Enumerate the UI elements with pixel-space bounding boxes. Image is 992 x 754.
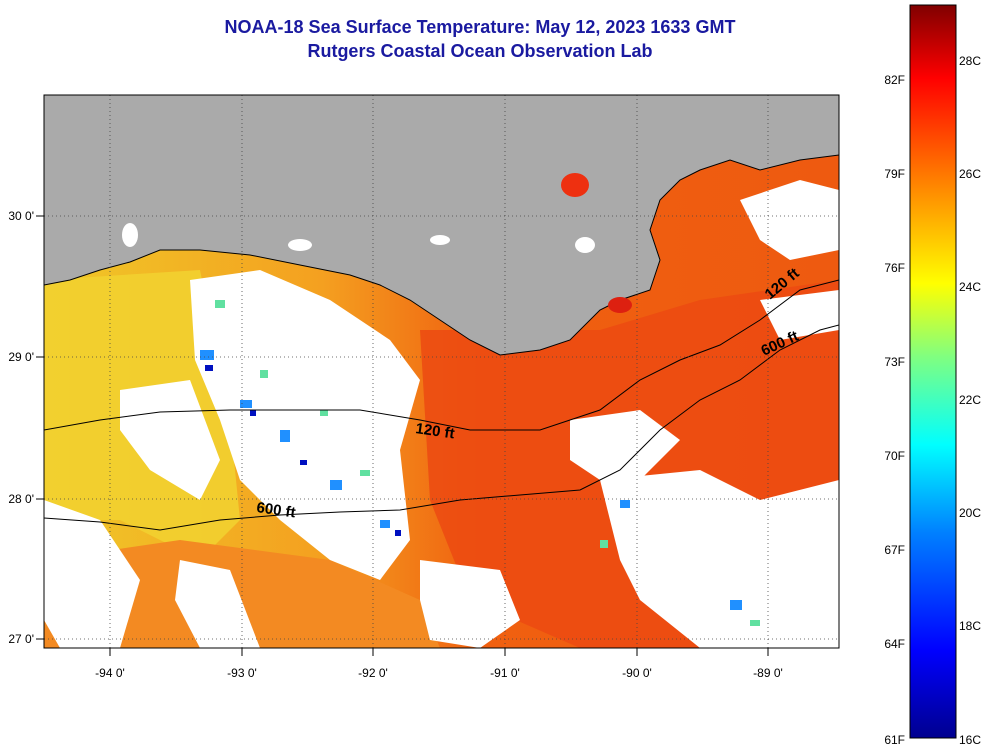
fahrenheit-label: 67F	[884, 543, 905, 557]
celsius-label: 24C	[959, 280, 981, 294]
very-cold-spots	[205, 365, 401, 536]
tick-marks	[36, 215, 769, 656]
cloud-patch	[44, 500, 140, 648]
map-frame	[43, 94, 840, 649]
warm-water-southwest	[44, 540, 440, 648]
cloud-patch	[600, 470, 839, 648]
color-scale: 82F 79F 76F 73F 70F 67F 64F 61F 28C 26C …	[884, 4, 981, 747]
fahrenheit-label: 79F	[884, 167, 905, 181]
cloud-patch	[420, 560, 520, 648]
lake	[122, 223, 138, 247]
celsius-label: 20C	[959, 506, 981, 520]
cloud-patch	[570, 410, 680, 480]
cloud-patch	[175, 560, 260, 648]
contour-120ft	[44, 279, 839, 431]
map-subtitle: Rutgers Coastal Ocean Observation Lab	[307, 41, 653, 61]
fahrenheit-label: 82F	[884, 73, 905, 87]
lake	[575, 237, 595, 253]
celsius-label: 22C	[959, 393, 981, 407]
y-tick-label: 28 0'	[8, 492, 34, 506]
y-tick-label: 27 0'	[8, 632, 34, 646]
cloud-patch	[740, 180, 839, 260]
contour-label: 120 ft	[414, 420, 455, 442]
x-tick-label: -89 0'	[753, 666, 783, 680]
fahrenheit-label: 70F	[884, 449, 905, 463]
y-tick-label: 29 0'	[8, 350, 34, 364]
contour-label: 600 ft	[255, 499, 296, 521]
x-tick-label: -94 0'	[95, 666, 125, 680]
lake	[288, 239, 312, 251]
celsius-label: 28C	[959, 54, 981, 68]
cloud-patch	[760, 290, 839, 340]
cloud-patch	[120, 380, 220, 500]
fahrenheit-label: 73F	[884, 355, 905, 369]
map-title: NOAA-18 Sea Surface Temperature: May 12,…	[224, 17, 736, 37]
celsius-label: 26C	[959, 167, 981, 181]
graticule	[44, 95, 839, 648]
coastline	[44, 154, 839, 356]
contour-600ft	[44, 324, 839, 531]
green-cyan-spots	[215, 300, 760, 626]
fahrenheit-label: 64F	[884, 637, 905, 651]
x-tick-label: -90 0'	[622, 666, 652, 680]
cold-anomaly-spots	[200, 350, 742, 610]
lake	[561, 173, 589, 197]
x-tick-label: -92 0'	[358, 666, 388, 680]
celsius-label: 16C	[959, 733, 981, 747]
x-tick-label: -93 0'	[227, 666, 257, 680]
cloud-patch	[190, 270, 420, 580]
x-tick-label: -91 0'	[490, 666, 520, 680]
color-scale-bar	[909, 4, 957, 739]
sst-map: 120 ft 600 ft 120 ft 600 ft -94 0' -93 0…	[8, 94, 840, 680]
fahrenheit-label: 76F	[884, 261, 905, 275]
land-area	[44, 95, 839, 355]
lake	[430, 235, 450, 245]
lake	[608, 297, 632, 313]
fahrenheit-label: 61F	[884, 733, 905, 747]
y-tick-label: 30 0'	[8, 209, 34, 223]
celsius-label: 18C	[959, 619, 981, 633]
